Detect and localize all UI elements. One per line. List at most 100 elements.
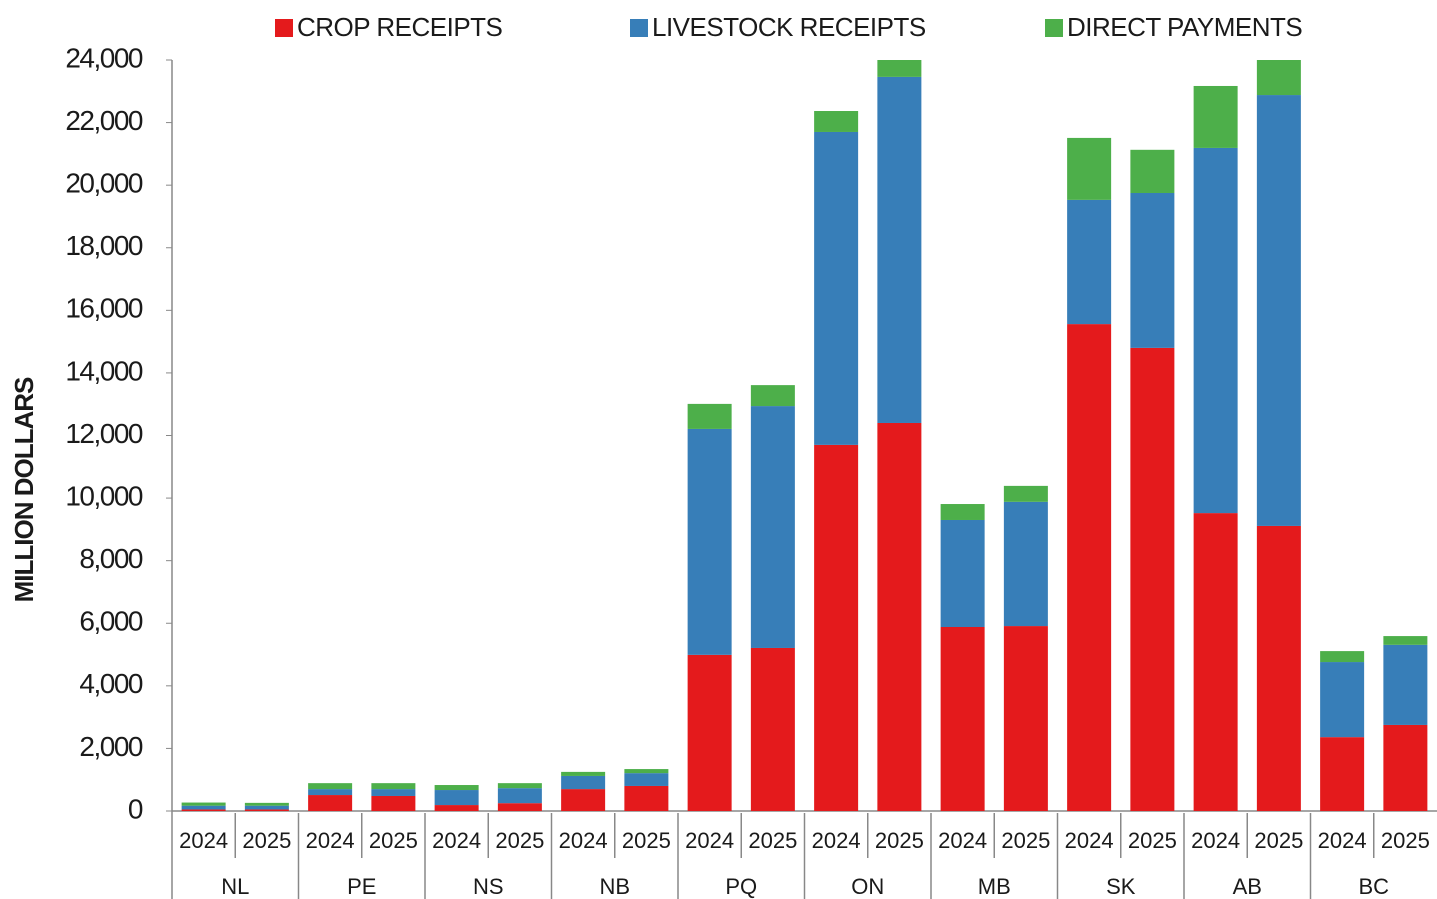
- legend-label: CROP RECEIPTS: [297, 12, 503, 42]
- group-label: BC: [1358, 874, 1389, 899]
- bar-segment: [1383, 636, 1428, 645]
- bar-segment: [1130, 149, 1175, 193]
- x-tick-label: 2024: [179, 828, 228, 853]
- bar-segment: [1193, 85, 1238, 148]
- x-tick-label: 2025: [1001, 828, 1050, 853]
- legend-label: LIVESTOCK RECEIPTS: [652, 12, 926, 42]
- bar-segment: [308, 789, 353, 796]
- bars: [181, 60, 1428, 811]
- bar-segment: [181, 805, 226, 810]
- x-tick-label: 2025: [242, 828, 291, 853]
- bar-segment: [497, 783, 542, 789]
- y-tick-label: 20,000: [65, 168, 143, 199]
- bar-segment: [750, 385, 795, 407]
- bar-segment: [940, 627, 985, 811]
- bar-segment: [1320, 651, 1365, 663]
- bar-segment: [1256, 95, 1301, 526]
- bar-segment: [624, 773, 669, 786]
- bar-segment: [687, 428, 732, 655]
- x-tick-label: 2025: [369, 828, 418, 853]
- bar-segment: [814, 131, 859, 445]
- group-label: PQ: [725, 874, 757, 899]
- bar-segment: [497, 788, 542, 804]
- bar-segment: [244, 802, 289, 806]
- bar-segment: [1383, 724, 1428, 811]
- bar-segment: [1130, 192, 1175, 348]
- bar-segment: [308, 783, 353, 790]
- bar-segment: [1067, 137, 1112, 200]
- x-tick-label: 2025: [748, 828, 797, 853]
- bar-segment: [1256, 60, 1301, 96]
- x-tick-label: 2024: [685, 828, 734, 853]
- bar-segment: [181, 802, 226, 806]
- x-tick-label: 2025: [1381, 828, 1430, 853]
- group-label: NL: [221, 874, 249, 899]
- bar-segment: [434, 790, 479, 806]
- bar-segment: [1003, 501, 1048, 627]
- y-tick-label: 12,000: [65, 418, 143, 449]
- bar-segment: [624, 785, 669, 811]
- bar-segment: [1383, 644, 1428, 725]
- bar-segment: [877, 422, 922, 811]
- x-tick-label: 2025: [1128, 828, 1177, 853]
- bar-segment: [308, 795, 353, 811]
- bar-segment: [750, 647, 795, 811]
- bar-segment: [1067, 199, 1112, 325]
- x-tick-label: 2024: [1191, 828, 1240, 853]
- x-tick-label: 2025: [1254, 828, 1303, 853]
- x-tick-label: 2024: [306, 828, 355, 853]
- y-tick-label: 6,000: [79, 606, 142, 637]
- bar-segment: [561, 775, 606, 790]
- y-tick-label: 22,000: [65, 105, 143, 136]
- group-label: SK: [1106, 874, 1136, 899]
- y-tick-label: 2,000: [79, 731, 142, 762]
- y-tick-label: 16,000: [65, 293, 143, 324]
- y-tick-label: 4,000: [79, 668, 142, 699]
- bar-segment: [687, 403, 732, 429]
- bar-segment: [561, 789, 606, 811]
- x-tick-label: 2024: [559, 828, 608, 853]
- bar-segment: [244, 805, 289, 810]
- x-tick-label: 2025: [875, 828, 924, 853]
- bar-segment: [750, 406, 795, 648]
- bar-segment: [371, 795, 416, 811]
- x-tick-label: 2025: [495, 828, 544, 853]
- legend-swatch: [275, 19, 293, 37]
- legend-swatch: [630, 19, 648, 37]
- bar-segment: [940, 504, 985, 520]
- x-tick-label: 2024: [432, 828, 481, 853]
- bar-segment: [1256, 525, 1301, 811]
- y-tick-label: 18,000: [65, 230, 143, 261]
- bar-segment: [940, 519, 985, 628]
- bar-segment: [1193, 513, 1238, 811]
- y-tick-label: 8,000: [79, 543, 142, 574]
- bar-segment: [1193, 147, 1238, 514]
- bar-segment: [1003, 485, 1048, 502]
- bar-segment: [1320, 737, 1365, 811]
- y-tick-label: 10,000: [65, 480, 143, 511]
- legend-label: DIRECT PAYMENTS: [1067, 12, 1302, 42]
- group-label: MB: [978, 874, 1011, 899]
- bar-segment: [434, 785, 479, 791]
- x-tick-label: 2024: [812, 828, 861, 853]
- group-label: AB: [1233, 874, 1262, 899]
- x-tick-label: 2024: [1318, 828, 1367, 853]
- y-tick-label: 0: [128, 793, 143, 824]
- bar-segment: [371, 783, 416, 790]
- bar-segment: [814, 111, 859, 132]
- x-tick-label: 2025: [622, 828, 671, 853]
- group-label: ON: [851, 874, 884, 899]
- bar-segment: [434, 805, 479, 811]
- bar-segment: [561, 771, 606, 776]
- x-tick-label: 2024: [938, 828, 987, 853]
- y-axis-label: MILLION DOLLARS: [9, 377, 39, 602]
- bar-segment: [624, 769, 669, 774]
- bar-segment: [1003, 626, 1048, 811]
- y-tick-label: 24,000: [65, 42, 143, 73]
- bar-segment: [1320, 662, 1365, 738]
- bar-segment: [371, 789, 416, 796]
- bar-segment: [877, 60, 922, 77]
- group-label: PE: [347, 874, 376, 899]
- bar-segment: [1067, 324, 1112, 811]
